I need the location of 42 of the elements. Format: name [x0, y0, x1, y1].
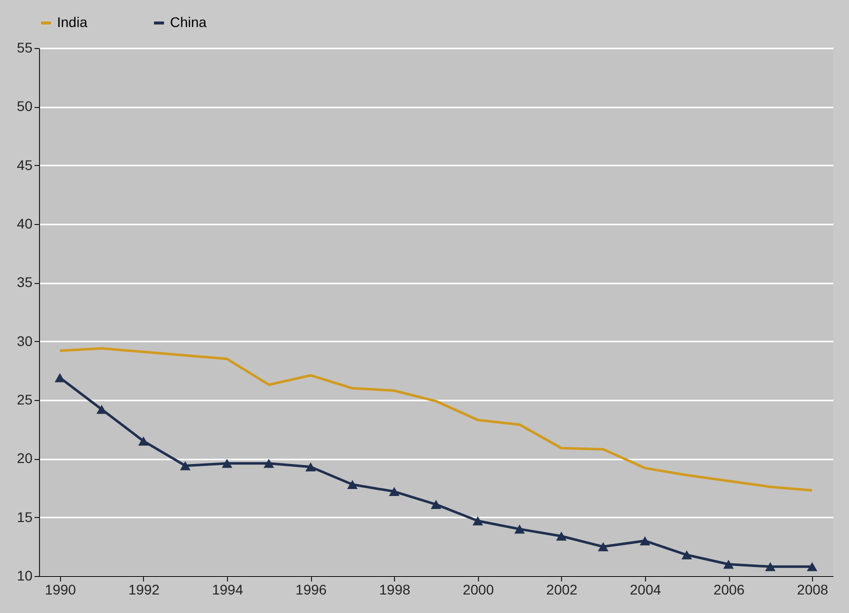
point: [305, 462, 316, 472]
point: [640, 536, 650, 546]
y-tick-label: 15: [16, 508, 33, 525]
point: [598, 542, 608, 552]
x-tick-label: 1992: [128, 582, 160, 598]
point: [96, 404, 107, 414]
y-tick-label: 10: [16, 568, 33, 584]
x-tick-label: 2006: [713, 582, 745, 598]
point: [347, 480, 358, 490]
x-tick-label: 1994: [212, 582, 244, 598]
y-tick-label: 25: [16, 392, 33, 408]
legend-label: China: [170, 14, 207, 30]
x-tick-label: 2000: [462, 582, 494, 598]
point: [54, 373, 66, 382]
point: [681, 550, 692, 560]
y-tick-label: 55: [16, 40, 33, 56]
point: [514, 524, 525, 534]
x-tick-label: 1998: [379, 582, 410, 598]
point: [765, 562, 776, 572]
point: [556, 532, 567, 541]
point: [264, 458, 274, 468]
y-tick-label: 50: [16, 98, 33, 114]
point: [723, 560, 734, 569]
point: [222, 458, 232, 468]
line-series: [58, 347, 814, 492]
x-tick-label: 2004: [630, 582, 662, 598]
y-tick-label: 20: [16, 450, 33, 466]
y-tick-label: 35: [16, 274, 33, 290]
y-tick-label: 30: [16, 332, 33, 349]
x-tick-label: 2008: [797, 582, 828, 598]
point: [180, 461, 191, 470]
point: [806, 562, 818, 572]
point: [472, 516, 484, 526]
point: [430, 500, 442, 509]
y-tick-label: 45: [16, 156, 33, 173]
x-tick-label: 1996: [296, 582, 327, 598]
point: [388, 486, 400, 496]
x-tick-label: 2002: [546, 582, 578, 598]
point: [138, 436, 149, 446]
legend-label: India: [57, 14, 88, 30]
x-tick-label: 1990: [44, 582, 76, 598]
y-tick-label: 40: [16, 216, 33, 232]
